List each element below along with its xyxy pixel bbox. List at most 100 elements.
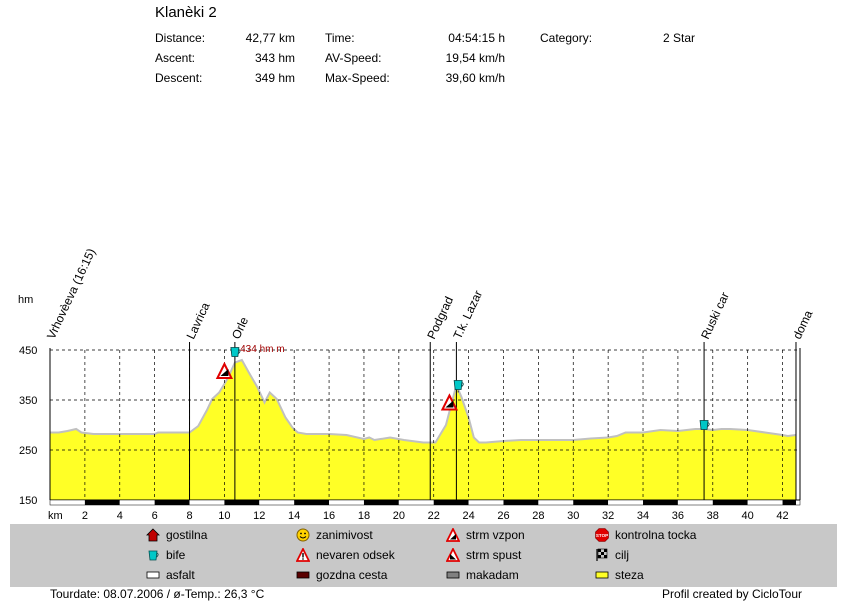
bife-handle: [238, 349, 241, 354]
surface-segment: [84, 500, 120, 505]
x-tick-label: 30: [567, 510, 579, 522]
waypoint-label: Lavrica: [184, 300, 213, 341]
footer-tour-info: Tourdate: 08.07.2006 / ø-Temp.: 26,3 °C: [50, 587, 265, 601]
stat-label-ascent: Ascent:: [155, 51, 196, 65]
legend-label: kontrolna tocka: [615, 528, 697, 542]
x-tick-label: 34: [637, 510, 649, 522]
legend-label: strm spust: [466, 548, 522, 562]
stat-value-distance: 42,77 km: [245, 31, 295, 45]
surface-segment: [329, 500, 364, 505]
x-tick-label: 20: [393, 510, 405, 522]
elevation-line: [50, 358, 797, 444]
legend-label: strm vzpon: [466, 528, 525, 542]
stat-label-time: Time:: [325, 31, 355, 45]
y-tick-label: 150: [19, 495, 37, 507]
surface-segment: [154, 500, 190, 505]
x-tick-label: 16: [323, 510, 335, 522]
surface-segment: [643, 500, 678, 505]
gostilna-icon: [146, 528, 160, 542]
legend-label: nevaren odsek: [316, 548, 395, 562]
legend-item-kontrolna-tocka: STOP kontrolna tocka: [595, 528, 696, 542]
surface-segment: [50, 500, 85, 505]
steza-icon: [595, 571, 609, 579]
legend-label: gostilna: [166, 528, 208, 542]
surface-segment: [119, 500, 155, 505]
surface-segment: [503, 500, 539, 505]
steep-slope-glyph: [220, 369, 229, 376]
cilj-icon: [596, 548, 608, 561]
steep-slope-glyph: [445, 400, 454, 408]
x-tick-label: 22: [428, 510, 440, 522]
surface-segment: [398, 500, 434, 505]
x-tick-label: 24: [462, 510, 474, 522]
surface-segment: [782, 500, 796, 505]
surface-segment: [189, 500, 225, 505]
legend-label: asfalt: [166, 568, 195, 582]
bife-icon: [148, 550, 159, 561]
legend-label: zanimivost: [316, 528, 373, 542]
legend-label: bife: [166, 548, 186, 562]
svg-text:STOP: STOP: [596, 533, 608, 538]
surface-segment: [433, 500, 469, 505]
legend-label: gozdna cesta: [316, 568, 388, 582]
bife-cup: [453, 380, 463, 390]
asfalt-icon: [146, 571, 160, 579]
nevaren-odsek-icon: [296, 548, 310, 562]
stat-label-distance: Distance:: [155, 31, 206, 45]
surface-strip-border: [49, 499, 801, 506]
legend-label: steza: [615, 568, 644, 582]
x-tick-label: 4: [117, 510, 123, 522]
strm-vzpon-icon: [215, 361, 234, 379]
surface-segment: [468, 500, 504, 505]
bife-handle: [461, 382, 464, 387]
stat-value-maxspeed: 39,60 km/h: [445, 71, 505, 85]
strm-vzpon-icon: [440, 393, 459, 411]
x-axis-label: km: [48, 510, 63, 522]
x-tick-label: 8: [186, 510, 192, 522]
legend-label: makadam: [466, 568, 519, 582]
legend-item-steza: steza: [595, 568, 644, 582]
stat-value-time: 04:54:15 h: [448, 31, 505, 45]
legend-item-makadam: makadam: [446, 568, 519, 582]
kontrolna-tocka-icon: STOP: [595, 528, 609, 542]
surface-segment: [224, 500, 260, 505]
stat-value-ascent: 343 hm: [254, 51, 295, 65]
x-tick-label: 26: [497, 510, 509, 522]
waypoint-label: Orle: [229, 315, 251, 342]
surface-segment: [747, 500, 783, 505]
stat-label-avspeed: AV-Speed:: [325, 51, 382, 65]
waypoint-label: T.k. Lazar: [450, 288, 485, 341]
max-elevation-label: 434 hm m: [240, 344, 284, 355]
waypoint-label: Vrhovèeva (16:15): [44, 246, 98, 341]
x-tick-label: 38: [707, 510, 719, 522]
stat-label-category: Category:: [540, 31, 593, 45]
x-tick-label: 32: [602, 510, 614, 522]
surface-segment: [573, 500, 609, 505]
surface-segment: [294, 500, 330, 505]
x-tick-label: 12: [253, 510, 265, 522]
waypoint-label: doma: [790, 308, 816, 341]
x-tick-label: 2: [82, 510, 88, 522]
bife-icon: [230, 347, 241, 360]
legend-item-gozdna-cesta: gozdna cesta: [296, 568, 387, 582]
surface-segment: [363, 500, 399, 505]
bife-cup: [699, 420, 709, 430]
strm-vzpon-icon: [446, 528, 460, 542]
legend-item-strm-spust: strm spust: [446, 548, 521, 562]
stat-value-descent: 349 hm: [254, 71, 295, 85]
stat-label-maxspeed: Max-Speed:: [325, 71, 390, 85]
bife-handle: [707, 422, 710, 427]
legend-item-asfalt: asfalt: [146, 568, 195, 582]
elevation-area: [50, 360, 796, 500]
legend-item-zanimivost: zanimivost: [296, 528, 373, 542]
bife-cup: [230, 347, 240, 357]
legend-label: cilj: [615, 548, 629, 562]
legend-item-gostilna: gostilna: [146, 528, 207, 542]
makadam-icon: [446, 571, 460, 579]
bife-icon: [699, 420, 710, 433]
legend-item-strm-vzpon: strm vzpon: [446, 528, 525, 542]
stat-value-category: 2 Star: [662, 31, 695, 45]
surface-segment: [677, 500, 713, 505]
x-tick-label: 42: [776, 510, 788, 522]
